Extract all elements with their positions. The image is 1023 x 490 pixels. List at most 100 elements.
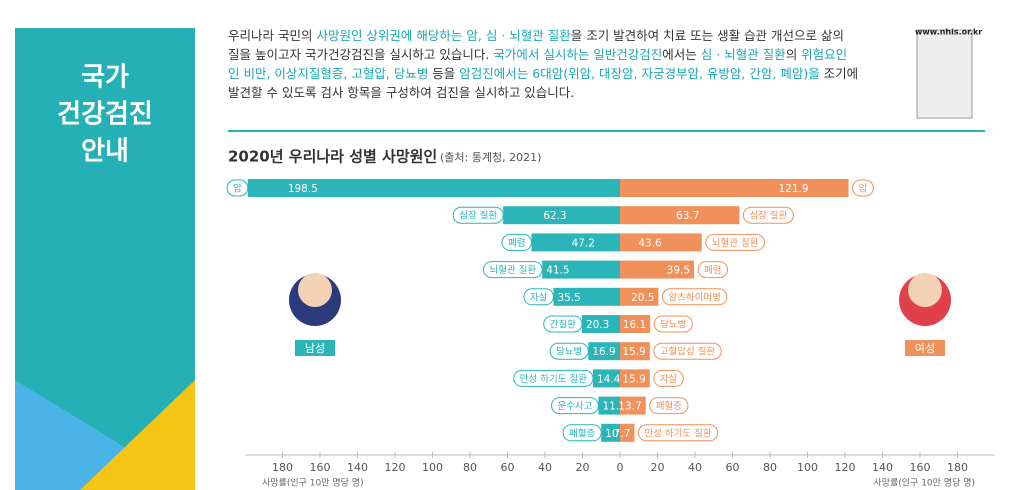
value-label: 62.3	[543, 210, 566, 222]
category-pill	[653, 315, 693, 333]
bar	[542, 260, 620, 279]
category-pill	[653, 369, 684, 387]
value-label: 41.5	[546, 265, 569, 277]
category-pill	[649, 397, 689, 415]
intro-line: 질을 높이고자 국가건강검진을 실시하고 있습니다. 국가에서 실시하는 일반건…	[228, 47, 847, 62]
bar	[620, 315, 651, 333]
value-label: 15.9	[622, 346, 645, 358]
value-label: 20.3	[586, 319, 609, 331]
x-tick-label: 80	[763, 461, 777, 474]
value-label: 15.9	[622, 373, 645, 385]
legend-badge	[905, 340, 945, 356]
category-label: 만성 하기도 질환	[520, 373, 587, 385]
bar	[553, 287, 620, 306]
bar	[247, 179, 620, 197]
intro-segment: 에서는	[662, 47, 700, 62]
category-label: 심장 질환	[749, 210, 787, 222]
intro-line: 우리나라 국민의 사망원인 상위권에 해당하는 암, 심 · 뇌혈관 질환을 조…	[228, 28, 844, 43]
intro-segment: 조기에	[820, 66, 858, 81]
male-icon	[298, 273, 332, 307]
category-pill	[501, 233, 532, 251]
category-pill	[549, 342, 589, 360]
category-label: 당뇨병	[556, 347, 582, 358]
category-pill	[852, 179, 874, 197]
x-tick-label: 120	[835, 461, 856, 474]
category-pill	[705, 233, 765, 251]
category-label: 자살	[660, 374, 678, 385]
intro-line: 발견할 수 있도록 검사 항목을 구성하여 검진을 실시하고 있습니다.	[228, 85, 574, 100]
x-tick-label: 180	[272, 461, 293, 474]
category-pill	[226, 179, 249, 197]
decor	[80, 380, 195, 490]
chart-subtitle: (출처: 통계청, 2021)	[440, 151, 541, 164]
x-tick-label: 20	[651, 461, 665, 474]
bar	[620, 369, 650, 388]
category-pill	[482, 261, 543, 279]
intro-segment: 인 비만, 이상지질혈증, 고혈압, 당뇨병	[228, 66, 428, 81]
category-pill	[452, 206, 504, 224]
sidebar-title: 국가	[81, 63, 129, 93]
x-tick-label: 40	[538, 461, 552, 474]
category-label: 암	[233, 183, 242, 195]
bar	[593, 369, 620, 388]
sidebar-title: 건강검진	[57, 100, 153, 130]
value-label: 11.5	[602, 401, 625, 413]
x-tick-label: 140	[872, 461, 893, 474]
bar	[503, 206, 620, 225]
x-axis-label: 사망률(인구 10만 명당 명)	[873, 478, 975, 489]
category-label: 패혈증	[656, 400, 682, 412]
female-icon	[908, 273, 942, 307]
x-tick-label: 160	[310, 461, 331, 474]
category-pill	[637, 424, 719, 442]
category-label: 암	[859, 183, 868, 195]
category-pill	[513, 369, 594, 387]
bar	[531, 233, 620, 252]
qr-code	[916, 29, 973, 119]
category-label: 알츠하이머병	[668, 291, 720, 303]
category-label: 고혈압성 질환	[660, 346, 716, 358]
value-label: 20.5	[631, 292, 654, 304]
category-pill	[661, 288, 728, 306]
bar	[588, 342, 620, 361]
category-pill	[742, 206, 794, 224]
category-pill	[653, 342, 722, 360]
value-label: 13.7	[618, 401, 641, 413]
legend-label: 남성	[305, 342, 325, 355]
value-label: 7.7	[614, 428, 631, 440]
bar	[620, 287, 659, 306]
category-label: 폐렴	[704, 264, 721, 276]
intro-segment: 국가에서 실시하는 일반건강검진	[493, 47, 662, 62]
x-tick-label: 120	[385, 461, 406, 474]
value-label: 63.7	[676, 210, 699, 222]
intro-segment: 위험요인	[801, 47, 847, 62]
legend-label: 여성	[915, 342, 935, 355]
x-axis-label: 사망률(인구 10만 명당 명)	[262, 478, 364, 489]
value-label: 198.5	[288, 183, 318, 195]
bar	[620, 342, 650, 361]
bar	[601, 423, 620, 442]
x-tick-label: 140	[347, 461, 368, 474]
intro-segment: 암검진에서는 6대암(위암, 대장암, 자궁경부암, 유방암, 간암, 폐암)을	[459, 66, 819, 81]
category-pill	[543, 315, 583, 333]
x-tick-label: 100	[422, 461, 443, 474]
value-label: 16.9	[592, 346, 615, 358]
x-tick-label: 80	[463, 461, 477, 474]
bar	[581, 315, 620, 333]
category-label: 만성 하기도 질환	[644, 427, 711, 439]
bar	[620, 423, 635, 442]
category-label: 자살	[530, 292, 548, 303]
value-label: 35.5	[557, 292, 580, 304]
category-pill	[697, 261, 729, 279]
bar	[620, 396, 646, 415]
category-label: 당뇨병	[660, 320, 686, 331]
x-tick-label: 100	[797, 461, 818, 474]
intro-segment: 우리나라 국민의	[228, 28, 316, 43]
intro-segment: 발견할 수 있도록 검사 항목을 구성하여 검진을 실시하고 있습니다.	[228, 85, 574, 100]
value-label: 121.9	[779, 183, 809, 195]
category-pill	[562, 424, 602, 442]
bar	[620, 206, 740, 225]
intro-segment: 심 · 뇌혈관 질환	[701, 47, 786, 62]
category-label: 패혈증	[569, 427, 595, 439]
category-label: 간질환	[550, 319, 576, 331]
